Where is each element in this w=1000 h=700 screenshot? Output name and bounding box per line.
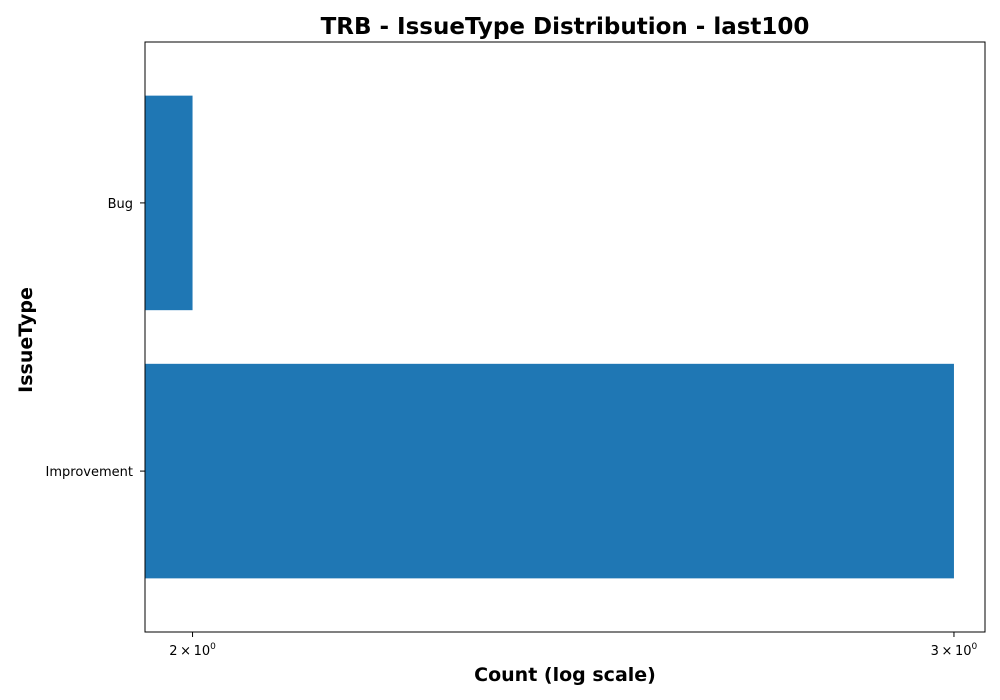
plot-frame: [144, 41, 986, 633]
chart-title: TRB - IssueType Distribution - last100: [321, 14, 810, 40]
y-axis-label: IssueType: [15, 287, 37, 393]
x-tick-label-3: 3 × 100: [931, 642, 978, 659]
bar-bug: [145, 95, 193, 311]
x-axis-label: Count (log scale): [474, 664, 656, 686]
bar-improvement: [145, 363, 954, 579]
y-axis-ticks: Bug Improvement: [46, 197, 145, 480]
bars-group: [145, 95, 954, 579]
x-tick-label-2: 2 × 100: [169, 642, 216, 659]
y-tick-label-bug: Bug: [108, 197, 133, 212]
x-axis-ticks: 2 × 100 3 × 100: [169, 632, 978, 659]
y-tick-label-improvement: Improvement: [46, 465, 133, 480]
